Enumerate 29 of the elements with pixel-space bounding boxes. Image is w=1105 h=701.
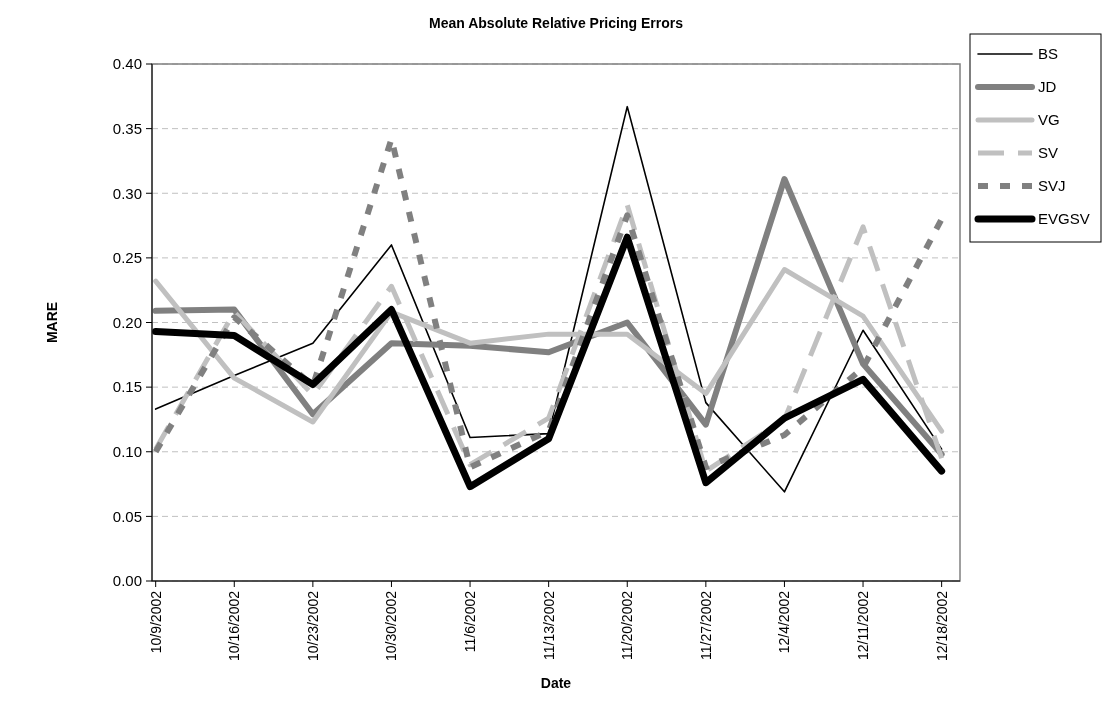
x-tick-label: 10/30/2002 — [383, 590, 400, 662]
legend-label: JD — [1038, 78, 1057, 96]
x-tick-label: 10/16/2002 — [226, 590, 243, 662]
legend-label: BS — [1038, 45, 1059, 63]
y-tick-label: 0.15 — [112, 378, 142, 396]
x-tick-label: 10/9/2002 — [147, 590, 164, 654]
chart-title: Mean Absolute Relative Pricing Errors — [429, 15, 684, 31]
x-tick-label: 10/23/2002 — [304, 590, 321, 662]
y-tick-label: 0.10 — [112, 443, 142, 460]
y-axis-title: MARE — [44, 301, 60, 344]
x-tick-label: 11/27/2002 — [697, 590, 714, 661]
x-axis-title: Date — [540, 675, 572, 691]
y-tick-label: 0.40 — [112, 55, 142, 73]
y-tick-label: 0.00 — [112, 572, 142, 590]
y-tick-label: 0.20 — [112, 313, 142, 331]
legend-label: EVGSV — [1038, 210, 1090, 228]
y-tick-label: 0.25 — [112, 249, 142, 267]
x-tick-label: 12/4/2002 — [776, 590, 793, 654]
x-tick-label: 11/6/2002 — [461, 590, 478, 653]
x-tick-label: 11/20/2002 — [619, 590, 636, 661]
legend-label: SV — [1038, 144, 1059, 162]
y-tick-label: 0.05 — [112, 507, 142, 525]
x-tick-label: 12/11/2002 — [854, 590, 871, 661]
y-tick-label: 0.35 — [112, 119, 142, 137]
y-tick-label: 0.30 — [112, 184, 142, 202]
x-tick-label: 11/13/2002 — [540, 590, 557, 661]
x-tick-label: 12/18/2002 — [933, 590, 950, 662]
legend-label: VG — [1038, 111, 1060, 129]
legend-label: SVJ — [1038, 177, 1066, 195]
